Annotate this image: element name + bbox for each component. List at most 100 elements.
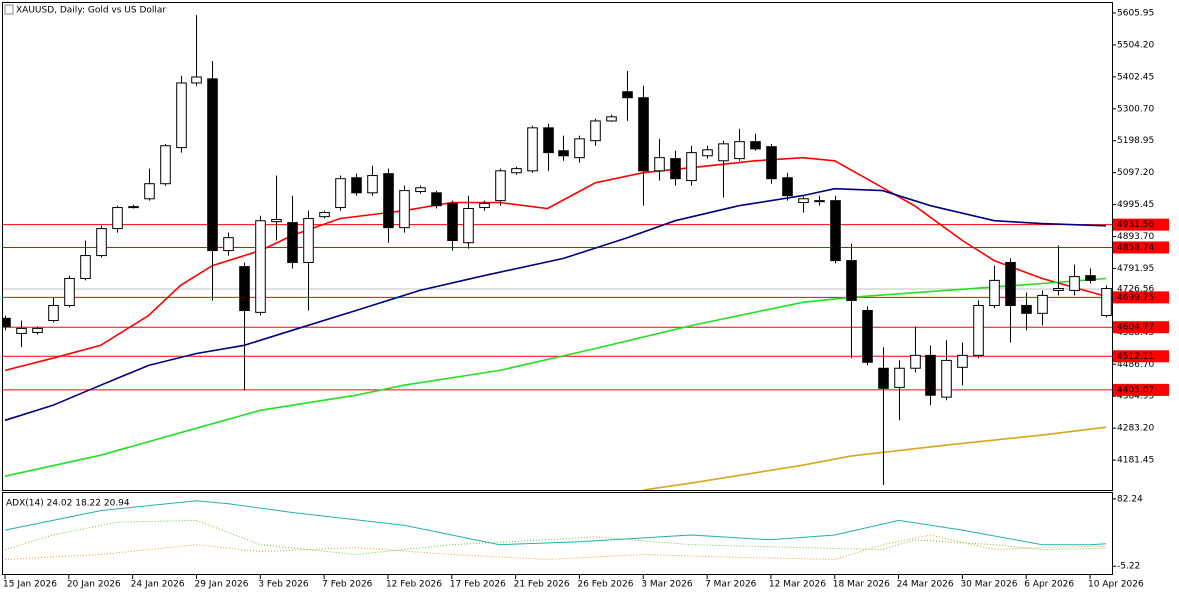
candle-body (925, 354, 936, 396)
candle-body (447, 202, 458, 242)
level-label-bg (1113, 321, 1169, 334)
x-tick-label: 18 Mar 2026 (833, 580, 890, 590)
candle-body (255, 220, 266, 313)
candle-body (989, 279, 1000, 306)
candle-body (399, 190, 410, 229)
candle-body (128, 206, 139, 209)
candle-body (670, 158, 681, 180)
x-tick-label: 6 Apr 2026 (1024, 580, 1074, 590)
level-label-bg (1113, 241, 1169, 254)
y-tick-label: 4893.70 (1117, 232, 1154, 242)
candle-body (176, 82, 187, 149)
candle-body (239, 266, 250, 311)
candle-body (622, 91, 633, 99)
candle-body (894, 367, 905, 388)
candle-body (606, 116, 617, 122)
candle-body (638, 97, 649, 172)
candle-body (750, 141, 761, 150)
symbol-icon (4, 4, 14, 15)
y-tick-label: 4283.20 (1117, 424, 1154, 434)
candle-body (543, 127, 554, 154)
candle-body (415, 187, 426, 193)
y-tick-label: 4181.45 (1117, 456, 1154, 466)
candle-body (303, 218, 314, 263)
candle-body (319, 212, 330, 218)
level-label-bg (1113, 291, 1169, 304)
level-label: 4512.11 (1117, 352, 1154, 362)
x-tick-label: 3 Mar 2026 (641, 580, 693, 590)
candle-body (1037, 294, 1048, 314)
line (4, 156, 1107, 372)
x-tick-label: 29 Jan 2026 (194, 580, 248, 590)
candle-body (3, 317, 11, 328)
candle-body (207, 78, 218, 252)
candle-body (287, 222, 298, 263)
candle-body (574, 138, 585, 159)
y-tick-label: 5300.70 (1117, 104, 1154, 114)
candle-body (814, 200, 825, 203)
candle-body (479, 202, 490, 209)
candle-body (64, 277, 75, 306)
candle-body (48, 304, 59, 322)
line (4, 187, 1107, 422)
candle-body (782, 177, 793, 197)
level-label-bg (1113, 350, 1169, 363)
candle-body (160, 145, 171, 185)
candle-body (702, 149, 713, 157)
y-tick-label: 5402.45 (1117, 72, 1154, 82)
level-label: 4858.74 (1117, 243, 1154, 253)
candle-body (144, 183, 155, 200)
candle-body (351, 177, 362, 194)
candle-body (431, 192, 442, 207)
candle-body (957, 354, 968, 368)
x-tick-label: 12 Mar 2026 (769, 580, 826, 590)
candle-body (766, 146, 777, 180)
candle-body (112, 207, 123, 230)
line (643, 426, 1107, 490)
candle-body (973, 304, 984, 356)
level-label: 4931.56 (1117, 220, 1154, 230)
y-tick-label: 4384.95 (1117, 392, 1154, 402)
candle-body (941, 359, 952, 398)
x-tick-label: 7 Feb 2026 (322, 580, 373, 590)
y-tick-label: 4486.70 (1117, 360, 1154, 370)
candle-body (367, 175, 378, 194)
candle-body (1021, 304, 1032, 314)
candle-body (686, 152, 697, 182)
candle-body (830, 200, 841, 262)
candle-body (590, 120, 601, 142)
candle-body (80, 255, 91, 279)
y-tick-label: 5198.95 (1117, 136, 1154, 146)
line (4, 519, 1107, 556)
candle-body (527, 127, 538, 172)
candle-body (335, 178, 346, 209)
level-label: 4699.75 (1117, 293, 1154, 303)
level-label-bg (1113, 218, 1169, 231)
y-tick-label: 4791.95 (1117, 264, 1154, 274)
x-tick-label: 24 Jan 2026 (131, 580, 185, 590)
candle-body (1101, 288, 1112, 317)
level-label: 4604.77 (1117, 323, 1154, 333)
y-tick-label: 5097.20 (1117, 168, 1154, 178)
level-label: 4405.07 (1117, 385, 1154, 395)
x-tick-label: 17 Feb 2026 (450, 580, 506, 590)
candle-body (223, 237, 234, 252)
candle-body (16, 327, 27, 334)
x-tick-label: 20 Jan 2026 (67, 580, 121, 590)
candle-body (96, 228, 107, 257)
candle-body (495, 170, 506, 202)
candle-body (1069, 276, 1080, 291)
x-tick-label: 26 Feb 2026 (577, 580, 633, 590)
x-tick-label: 21 Feb 2026 (514, 580, 570, 590)
x-tick-label: 12 Feb 2026 (386, 580, 442, 590)
y-tick-label: 5504.20 (1117, 40, 1154, 50)
candle-body (383, 173, 394, 229)
chart-title: XAUUSD, Daily: Gold vs US Dollar (16, 6, 166, 16)
candle-body (558, 150, 569, 157)
y-tick-label: 82.24 (1117, 494, 1143, 504)
x-tick-label: 3 Feb 2026 (258, 580, 309, 590)
y-tick-label: 4995.45 (1117, 200, 1154, 210)
line (4, 277, 1107, 477)
